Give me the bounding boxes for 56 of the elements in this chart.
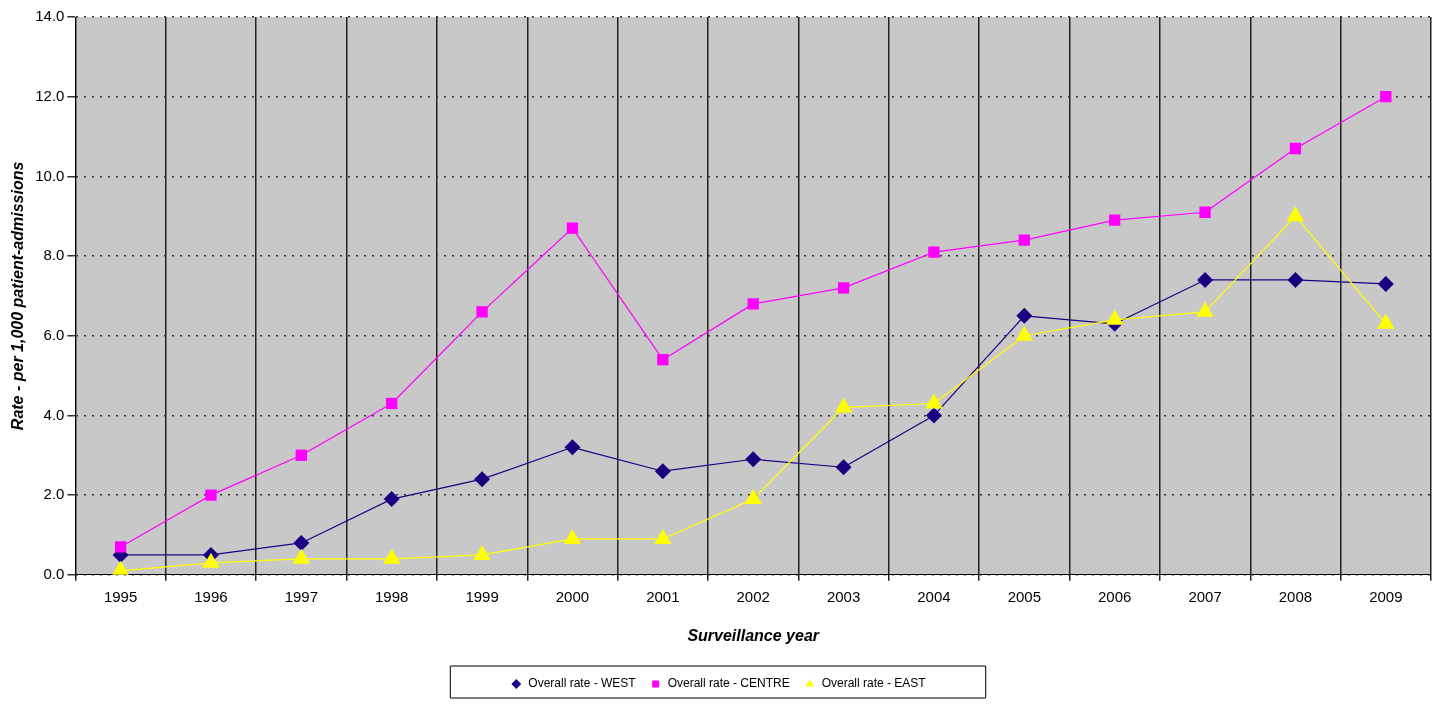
x-tick-label: 2007 — [1188, 587, 1222, 605]
point — [835, 459, 852, 476]
point — [744, 489, 762, 505]
point — [745, 451, 762, 468]
point — [1197, 271, 1214, 288]
x-tick-label: 2008 — [1278, 587, 1313, 605]
point — [1377, 275, 1394, 292]
point — [1380, 91, 1392, 103]
point — [747, 298, 759, 310]
point — [928, 246, 940, 258]
point — [383, 491, 400, 508]
x-tick-label: 2000 — [555, 587, 590, 605]
x-tick-label: 2001 — [646, 587, 680, 605]
point — [474, 471, 491, 488]
point — [1199, 206, 1211, 218]
point — [657, 353, 669, 366]
point — [1109, 214, 1121, 226]
point — [925, 407, 942, 424]
point — [837, 282, 850, 294]
point — [1287, 271, 1304, 288]
point — [566, 222, 579, 234]
y-tick-label: 12.0 — [35, 86, 65, 104]
point — [654, 463, 671, 480]
point — [1018, 234, 1030, 246]
point — [293, 534, 310, 551]
point — [1289, 142, 1302, 155]
x-tick-label: 2005 — [1007, 587, 1042, 605]
x-axis-title: Surveillance year — [687, 626, 820, 644]
y-axis-title: Rate - per 1,000 patient-admissions — [9, 161, 27, 431]
legend-label: Overall rate - EAST — [821, 676, 927, 691]
point — [295, 449, 307, 461]
x-tick-label: 2004 — [917, 587, 951, 605]
x-tick-label: 1997 — [284, 587, 319, 605]
x-tick-label: 2009 — [1369, 587, 1403, 605]
y-tick-label: 14.0 — [35, 7, 65, 25]
point — [114, 541, 127, 553]
point — [1016, 307, 1033, 324]
legend-label: Overall rate - CENTRE — [667, 676, 790, 691]
legend-label: Overall rate - WEST — [528, 676, 637, 691]
x-tick-label: 1998 — [375, 587, 409, 605]
point — [564, 439, 581, 456]
y-tick-label: 6.0 — [43, 325, 65, 343]
x-tick-label: 1996 — [194, 587, 228, 605]
point — [386, 397, 398, 410]
point — [205, 489, 217, 501]
y-tick-label: 4.0 — [43, 405, 65, 423]
x-tick-label: 1995 — [103, 587, 138, 605]
x-tick-label: 1999 — [465, 587, 499, 605]
y-tick-label: 2.0 — [43, 485, 65, 503]
point — [476, 306, 488, 318]
y-tick-label: 0.0 — [43, 564, 65, 582]
x-tick-label: 2006 — [1098, 587, 1132, 605]
y-tick-label: 10.0 — [35, 166, 65, 184]
x-tick-label: 2003 — [826, 587, 861, 605]
y-tick-label: 8.0 — [43, 246, 65, 264]
x-tick-label: 2002 — [736, 587, 770, 605]
